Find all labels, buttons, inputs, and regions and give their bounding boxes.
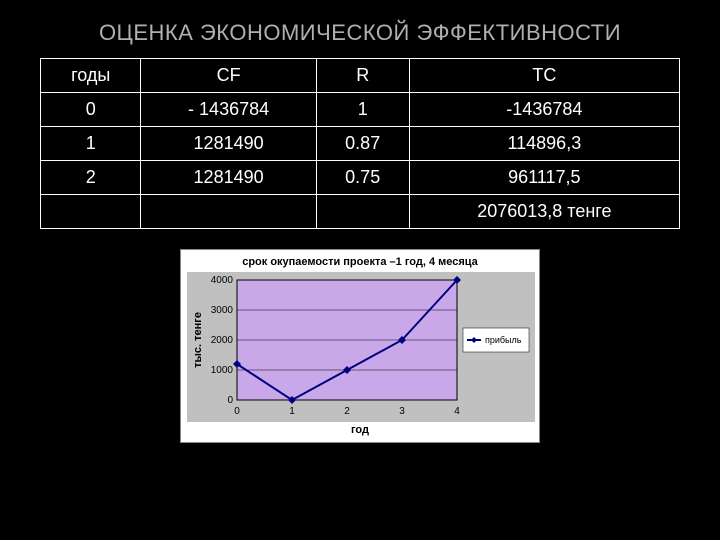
col-year: годы <box>41 59 141 93</box>
page-title: ОЦЕНКА ЭКОНОМИЧЕСКОЙ ЭФФЕКТИВНОСТИ <box>40 20 680 46</box>
svg-text:тыс. тенге: тыс. тенге <box>192 312 204 368</box>
svg-text:4000: 4000 <box>211 275 234 286</box>
svg-text:2000: 2000 <box>211 335 234 346</box>
col-tc: TC <box>409 59 679 93</box>
table-row: 2076013,8 тенге <box>41 195 680 229</box>
svg-text:4: 4 <box>454 406 460 417</box>
table-row: 0 - 1436784 1 -1436784 <box>41 93 680 127</box>
chart-svg: 0 1000 2000 3000 4000 0 1 2 3 4 тыс. тенге прибыль <box>187 272 535 422</box>
svg-text:1: 1 <box>289 406 295 417</box>
col-r: R <box>316 59 409 93</box>
svg-text:3: 3 <box>399 406 405 417</box>
svg-text:0: 0 <box>227 395 233 406</box>
svg-text:3000: 3000 <box>211 305 234 316</box>
table-row: 2 1281490 0.75 961117,5 <box>41 161 680 195</box>
slide: ОЦЕНКА ЭКОНОМИЧЕСКОЙ ЭФФЕКТИВНОСТИ годы … <box>0 0 720 540</box>
payback-chart: срок окупаемости проекта –1 год, 4 месяц… <box>180 249 540 443</box>
svg-text:2: 2 <box>344 406 350 417</box>
svg-text:1000: 1000 <box>211 365 234 376</box>
table-row: 1 1281490 0.87 114896,3 <box>41 127 680 161</box>
economic-table: годы CF R TC 0 - 1436784 1 -1436784 1 12… <box>40 58 680 229</box>
chart-xlabel: год <box>187 424 533 436</box>
svg-text:0: 0 <box>234 406 240 417</box>
col-cf: CF <box>141 59 316 93</box>
chart-title: срок окупаемости проекта –1 год, 4 месяц… <box>187 256 533 268</box>
svg-text:прибыль: прибыль <box>485 335 522 345</box>
table-header-row: годы CF R TC <box>41 59 680 93</box>
